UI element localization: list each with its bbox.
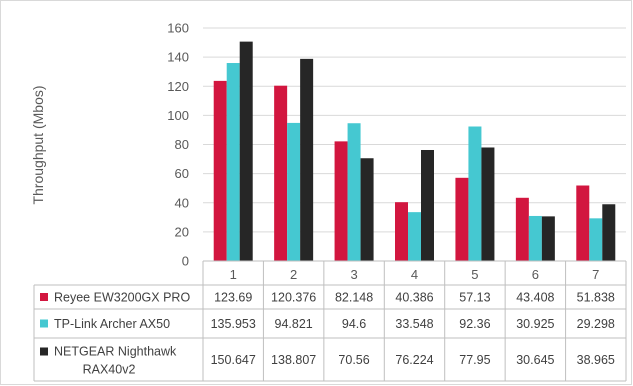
bar [360,158,374,261]
data-label: 150.647 [211,353,256,367]
bar [576,185,590,261]
data-label: 29.298 [577,317,615,331]
legend-label: TP-Link Archer AX50 [54,317,170,331]
bar [541,216,555,261]
bar [395,202,408,261]
bar [300,58,314,261]
data-label: 123.69 [214,291,252,305]
bar [408,212,421,261]
y-tick-label: 120 [167,79,189,94]
bar [213,80,227,261]
bar [347,123,361,262]
data-label: 38.965 [577,353,615,367]
x-tick-label: 6 [532,267,539,282]
data-label: 43.408 [516,291,554,305]
data-label: 77.95 [459,353,490,367]
x-tick-label: 1 [230,267,237,282]
bar [468,126,482,261]
x-tick-label: 2 [290,267,297,282]
data-label: 138.807 [271,353,316,367]
data-label: 70.56 [338,353,369,367]
bar [421,149,434,261]
data-label: 94.821 [275,317,313,331]
y-axis-ticks: 0 20 40 60 80 100 120 140 160 [167,21,189,269]
legend-label: Reyee EW3200GX PRO [54,291,190,305]
data-label: 57.13 [459,291,490,305]
grid-lines [203,27,626,233]
data-label: 94.6 [342,317,366,331]
y-tick-label: 160 [167,21,189,36]
data-label: 30.645 [516,353,554,367]
bar [528,215,542,261]
x-tick-label: 3 [350,267,357,282]
bar [455,177,469,261]
data-label: 120.376 [271,291,316,305]
bar [274,85,288,261]
data-label: 30.925 [516,317,554,331]
y-tick-label: 20 [175,224,189,239]
bar [589,218,603,261]
data-label: 40.386 [395,291,433,305]
data-table: 1 2 3 4 5 6 7 Reyee EW3200GX PRO 123.69 120.376 82… [33,260,627,382]
bar [334,141,348,261]
y-tick-label: 40 [175,195,189,210]
bars [213,41,616,262]
legend-label: RAX40v2 [83,363,136,377]
y-tick-label: 0 [182,254,189,269]
data-label: 92.36 [459,317,490,331]
data-label: 33.548 [395,317,433,331]
bar [239,41,253,262]
x-tick-label: 7 [592,267,599,282]
legend-key [40,293,48,301]
bar [602,204,616,261]
y-tick-label: 60 [175,166,189,181]
bar [481,147,495,261]
data-label: 82.148 [335,291,373,305]
data-label: 135.953 [211,317,256,331]
data-label: 51.838 [577,291,615,305]
bar [515,197,529,261]
x-tick-label: 4 [411,267,418,282]
legend-key [40,319,48,328]
x-tick-label: 5 [471,267,478,282]
y-tick-label: 100 [167,108,189,123]
bar [226,63,240,261]
bar [287,122,301,261]
legend-label: NETGEAR Nighthawk [54,345,177,359]
data-label: 76.224 [395,353,433,367]
y-tick-label: 80 [175,137,189,152]
y-tick-label: 140 [167,50,189,65]
y-axis-title: Throughput (Mbos) [30,85,46,204]
legend-key [40,347,48,356]
